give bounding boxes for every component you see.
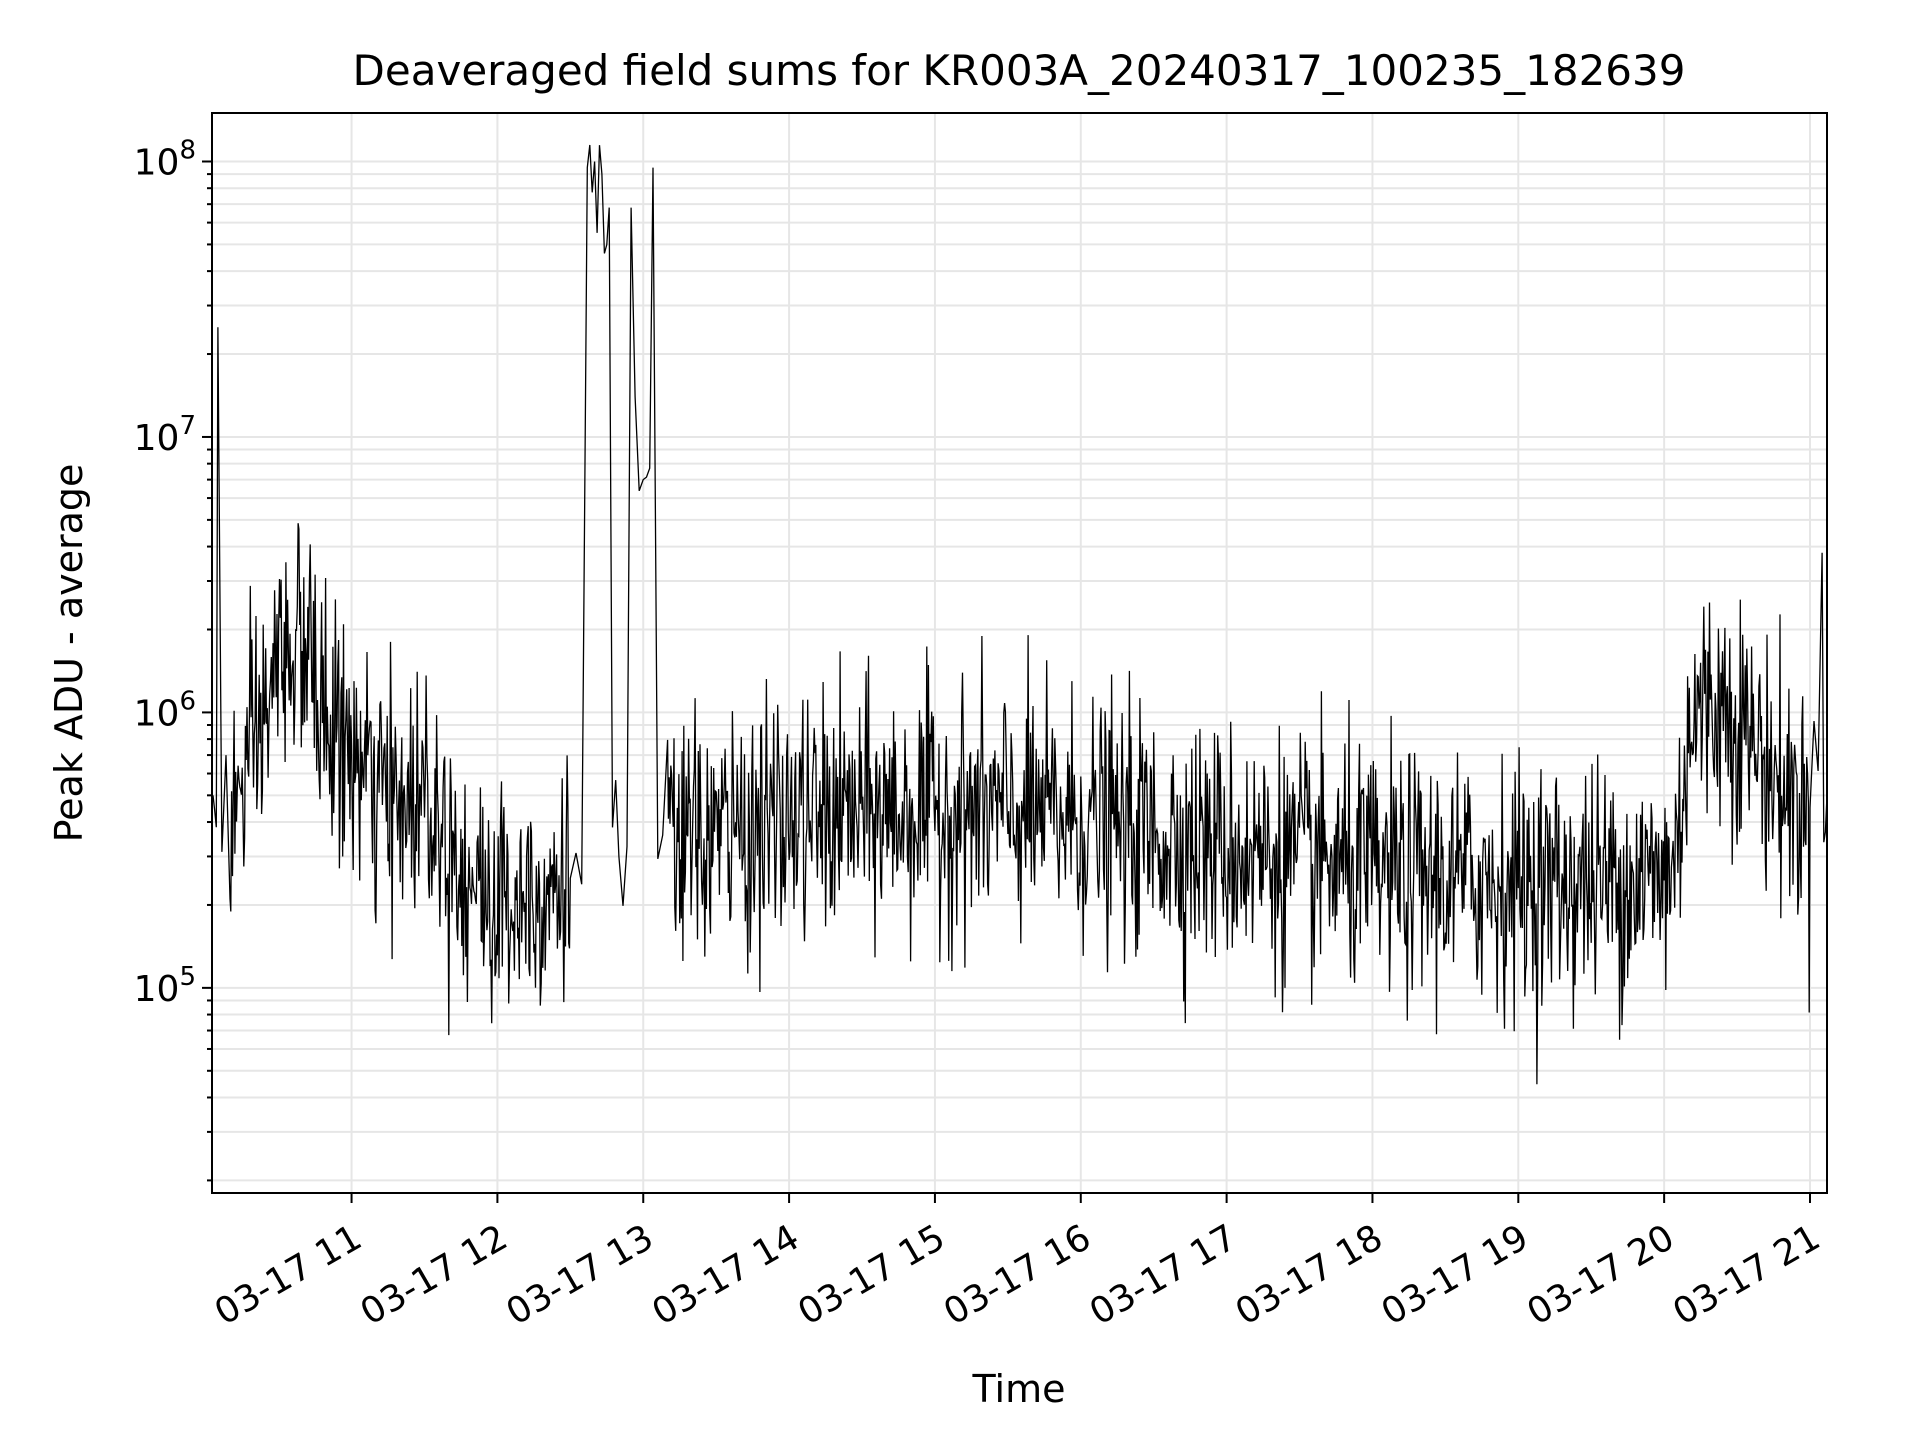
- y-tick-label: 105: [134, 962, 196, 1010]
- y-axis-label: Peak ADU - average: [47, 464, 91, 843]
- x-axis-label: Time: [972, 1367, 1066, 1411]
- data-layer: [212, 144, 1828, 1085]
- y-tick-label: 108: [134, 136, 196, 184]
- y-tick-label: 107: [134, 411, 196, 459]
- series-line: [212, 144, 1828, 1085]
- plot-frame: [211, 112, 1828, 1194]
- chart-title: Deaveraged field sums for KR003A_2024031…: [353, 46, 1686, 95]
- y-tick-label: 106: [134, 686, 196, 734]
